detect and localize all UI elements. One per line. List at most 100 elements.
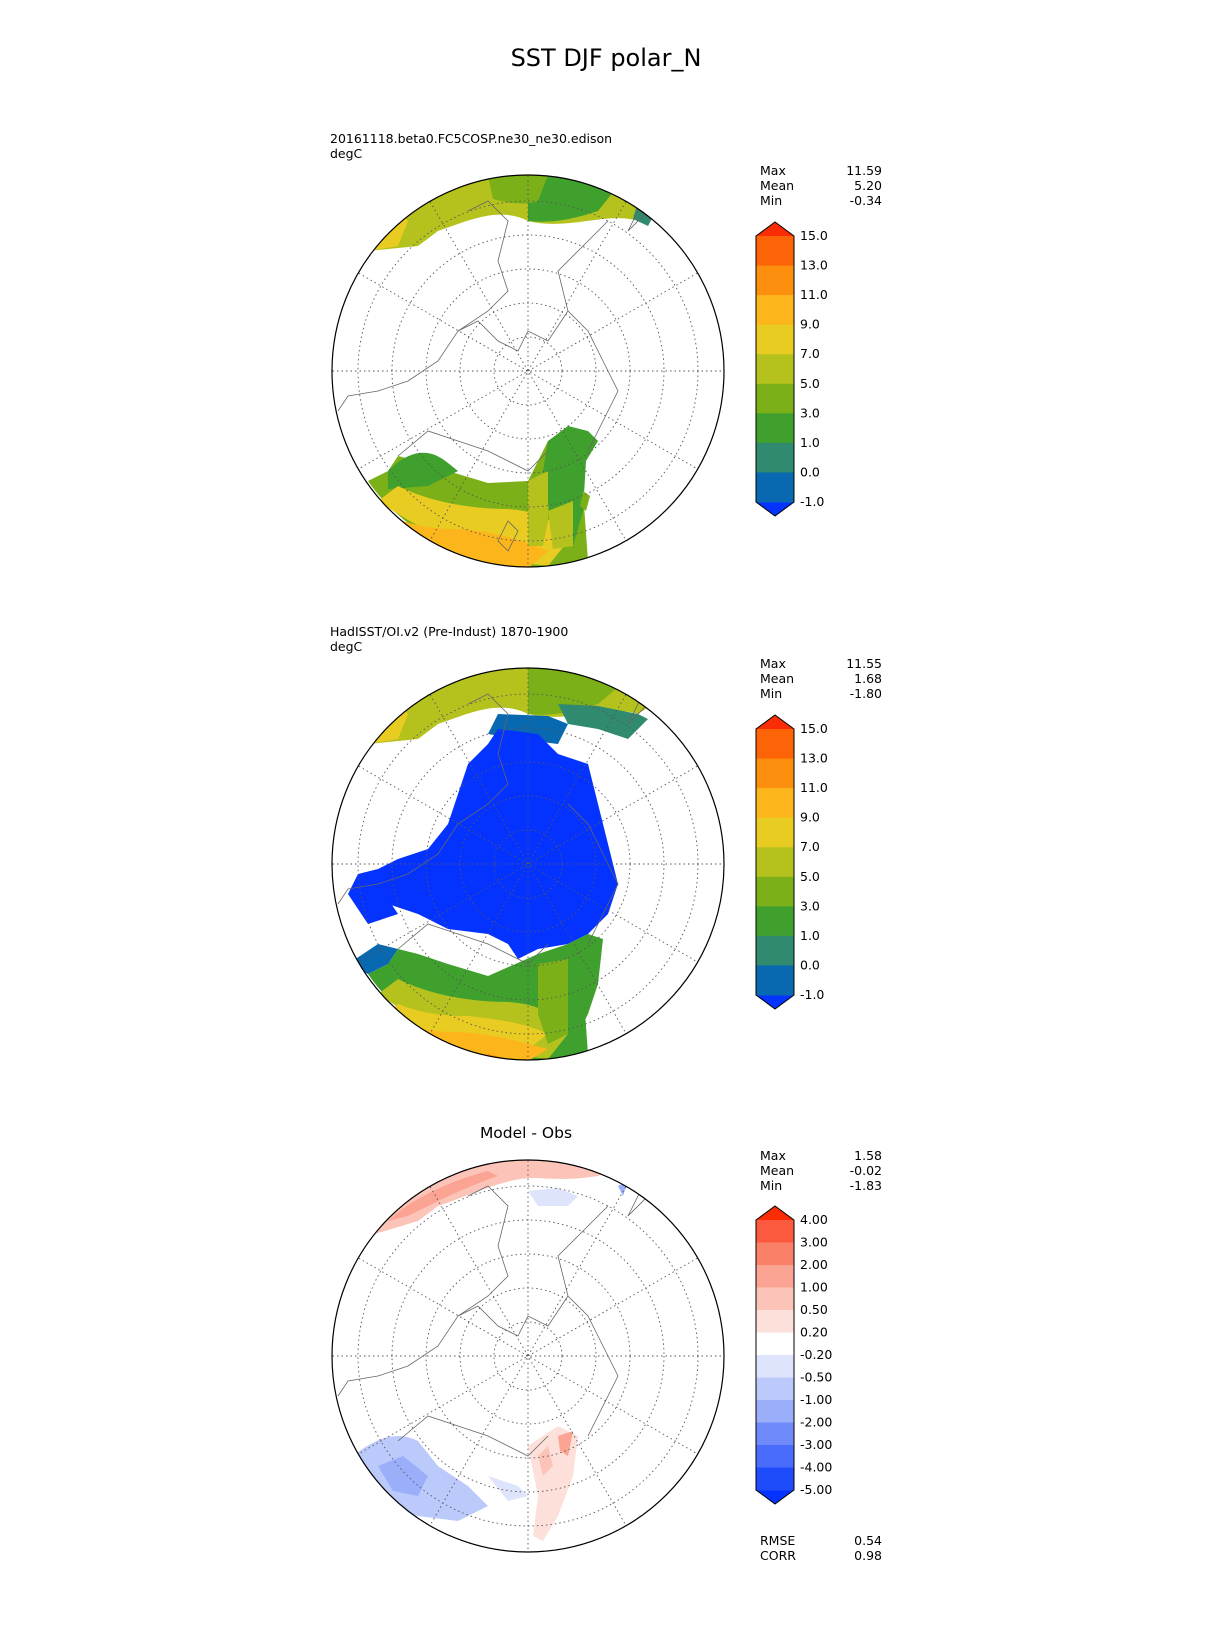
colorbar-segment bbox=[756, 847, 794, 878]
colorbar-tick-label: 5.0 bbox=[800, 376, 820, 391]
colorbar-segment bbox=[756, 1355, 794, 1378]
colorbar-segment bbox=[756, 1400, 794, 1423]
colorbar-tick-label: -4.00 bbox=[800, 1460, 832, 1475]
colorbar-outline bbox=[755, 714, 795, 1010]
stat-min: Min -0.34 bbox=[760, 193, 882, 208]
stat-mean: Mean 5.20 bbox=[760, 178, 882, 193]
colorbar-segment bbox=[756, 1377, 794, 1401]
colorbar-obs: -1.0 0.0 1.0 3.0 5.0 7.0 9.0 11.0 13.0 15.0 bbox=[755, 714, 828, 1010]
panel-3-title: Model - Obs bbox=[479, 1124, 573, 1142]
stat-mean: Mean -0.02 bbox=[760, 1163, 882, 1178]
stat-rmse-label: RMSE bbox=[760, 1533, 796, 1548]
stat-max-label: Max bbox=[760, 656, 786, 671]
colorbar-tick-label: -2.00 bbox=[800, 1415, 832, 1430]
colorbar-segment bbox=[756, 906, 794, 937]
stat-mean: Mean 1.68 bbox=[760, 671, 882, 686]
colorbar-diff: -5.00 -4.00 -3.00 -2.00 -1.00 -0.50 -0.20 0.20 0… bbox=[755, 1205, 832, 1505]
colorbar-tick-label: 9.0 bbox=[800, 317, 820, 332]
panel-1-label: 20161118.beta0.FC5COSP.ne30_ne30.edison … bbox=[330, 131, 612, 161]
graticule bbox=[332, 1160, 724, 1552]
colorbar-tick-label: 7.0 bbox=[800, 839, 820, 854]
colorbar-tick-label: 1.0 bbox=[800, 928, 820, 943]
stat-min-value: -1.80 bbox=[849, 686, 882, 701]
colorbar-segment bbox=[756, 788, 794, 819]
colorbar-outline bbox=[755, 221, 795, 517]
stat-mean-label: Mean bbox=[760, 671, 795, 686]
colorbar-extend-max bbox=[756, 715, 794, 729]
colorbar-segment bbox=[756, 1242, 794, 1266]
panel-2-dataset-name: HadISST/OI.v2 (Pre-Indust) 1870-1900 bbox=[330, 624, 569, 639]
colorbar-tick-label: 15.0 bbox=[800, 228, 828, 243]
colorbar-model: -1.0 0.0 1.0 3.0 5.0 7.0 9.0 11.0 13.0 15.0 bbox=[755, 221, 828, 517]
graticule bbox=[332, 668, 724, 1060]
stat-min: Min -1.83 bbox=[760, 1178, 882, 1193]
colorbar-segment bbox=[756, 935, 794, 966]
sst-field-diff bbox=[332, 1160, 724, 1552]
stat-mean-value: -0.02 bbox=[849, 1163, 882, 1178]
colorbar-tick-label: 4.00 bbox=[800, 1212, 828, 1227]
colorbar-outline bbox=[755, 1205, 795, 1505]
colorbar-tick-label: -1.0 bbox=[800, 494, 824, 509]
colorbar-segment bbox=[756, 236, 794, 267]
polar-map-obs bbox=[331, 667, 725, 1061]
colorbar-extend-min bbox=[756, 1490, 794, 1504]
colorbar-tick-label: 2.00 bbox=[800, 1257, 828, 1272]
colorbar-tick-label: 13.0 bbox=[800, 258, 828, 273]
colorbar-tick-label: 9.0 bbox=[800, 810, 820, 825]
polar-map-diff bbox=[331, 1159, 725, 1553]
colorbar-extend-min bbox=[756, 502, 794, 516]
stat-max-label: Max bbox=[760, 163, 786, 178]
coastlines bbox=[337, 189, 657, 552]
colorbar-tick-label: -1.00 bbox=[800, 1392, 832, 1407]
colorbar-tick-label: 0.0 bbox=[800, 957, 820, 972]
colorbar-segment bbox=[756, 876, 794, 907]
colorbar-tick-label: 11.0 bbox=[800, 287, 828, 302]
colorbar-segment bbox=[756, 1332, 794, 1356]
colorbar-segment bbox=[756, 1287, 794, 1311]
colorbar-tick-label: -5.00 bbox=[800, 1482, 832, 1497]
colorbar-tick-label: 3.0 bbox=[800, 898, 820, 913]
colorbar-segment bbox=[756, 1467, 794, 1491]
stat-min-value: -1.83 bbox=[849, 1178, 882, 1193]
stat-min-label: Min bbox=[760, 193, 783, 208]
colorbar-segment bbox=[756, 1220, 794, 1243]
colorbar-segment bbox=[756, 354, 794, 385]
colorbar-segment bbox=[756, 413, 794, 444]
colorbar-segment bbox=[756, 1445, 794, 1468]
stat-mean-value: 1.68 bbox=[854, 671, 882, 686]
colorbar-extend-max bbox=[756, 222, 794, 236]
stat-mean-value: 5.20 bbox=[854, 178, 882, 193]
colorbar-tick-label: 0.0 bbox=[800, 464, 820, 479]
sst-field-model bbox=[332, 175, 724, 567]
colorbar-tick-label: 5.0 bbox=[800, 869, 820, 884]
colorbar-segment bbox=[756, 729, 794, 760]
stat-rmse: RMSE 0.54 bbox=[760, 1533, 882, 1548]
map-boundary bbox=[331, 1159, 725, 1553]
panel-2-units: degC bbox=[330, 639, 363, 654]
colorbar-segment bbox=[756, 324, 794, 355]
stat-min-label: Min bbox=[760, 686, 783, 701]
colorbar-segment bbox=[756, 295, 794, 326]
map-boundary bbox=[331, 667, 725, 1061]
colorbar-segment bbox=[756, 758, 794, 789]
graticule bbox=[332, 175, 724, 567]
colorbar-tick-label: 3.00 bbox=[800, 1235, 828, 1250]
stat-max-value: 11.59 bbox=[846, 163, 882, 178]
colorbar-segment bbox=[756, 1422, 794, 1446]
panel-3-stats: Max 1.58 Mean -0.02 Min -1.83 bbox=[760, 1148, 882, 1193]
figure-title: SST DJF polar_N bbox=[510, 44, 702, 72]
stat-min: Min -1.80 bbox=[760, 686, 882, 701]
stat-corr-label: CORR bbox=[760, 1548, 796, 1563]
polar-map-model bbox=[331, 174, 725, 568]
stat-rmse-value: 0.54 bbox=[854, 1533, 882, 1548]
stat-mean-label: Mean bbox=[760, 1163, 795, 1178]
colorbar-segment bbox=[756, 472, 794, 503]
colorbar-tick-label: 15.0 bbox=[800, 721, 828, 736]
colorbar-tick-label: 11.0 bbox=[800, 780, 828, 795]
colorbar-tick-label: 0.50 bbox=[800, 1302, 828, 1317]
colorbar-tick-label: 3.0 bbox=[800, 405, 820, 420]
coastlines bbox=[337, 1174, 657, 1457]
stat-min-label: Min bbox=[760, 1178, 783, 1193]
stat-max-label: Max bbox=[760, 1148, 786, 1163]
colorbar-segment bbox=[756, 383, 794, 414]
